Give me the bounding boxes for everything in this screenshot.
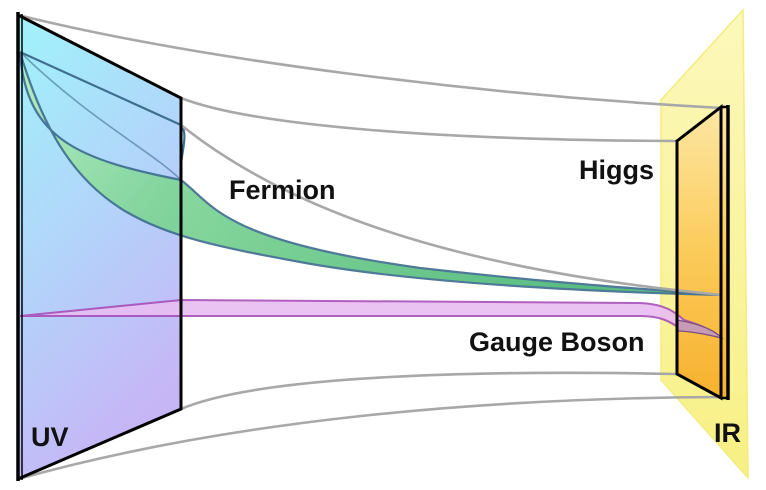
bulk-line-top-outer [17, 13, 723, 110]
uv-label: UV [31, 422, 69, 452]
uv-brane [18, 15, 181, 479]
higgs-label: Higgs [579, 155, 655, 185]
bulk-line-top-inner [180, 96, 678, 143]
bulk-line-bottom-outer [17, 395, 723, 481]
bulk-line-bottom-inner [180, 371, 678, 411]
gauge-boson-label: Gauge Boson [469, 327, 645, 357]
fermion-lower-edge [19, 51, 182, 181]
fermion-label: Fermion [229, 175, 336, 205]
bulk-lines [17, 13, 723, 481]
bulk-line-middle [180, 123, 723, 297]
uv-brane-outline [17, 13, 183, 481]
ir-label: IR [714, 418, 741, 448]
